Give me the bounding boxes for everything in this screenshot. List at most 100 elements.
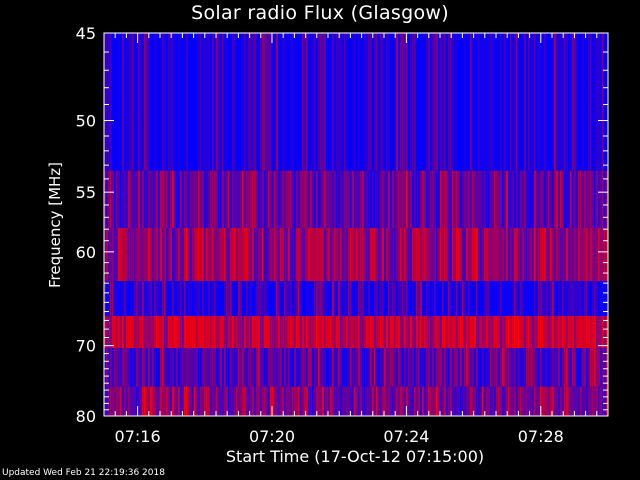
heatmap-cell: [564, 386, 566, 416]
heatmap-cell: [292, 316, 294, 349]
heatmap-cell: [576, 348, 578, 387]
heatmap-cell: [386, 281, 388, 317]
heatmap-cell: [334, 348, 336, 387]
heatmap-cell: [556, 316, 558, 349]
heatmap-cell: [320, 386, 322, 416]
heatmap-cell: [334, 281, 336, 317]
heatmap-cell: [542, 281, 544, 317]
heatmap-cell: [372, 170, 374, 229]
heatmap-cell: [594, 170, 596, 229]
heatmap-cell: [452, 228, 454, 282]
heatmap-cell: [596, 316, 598, 349]
heatmap-cell: [182, 33, 184, 171]
heatmap-cell: [302, 228, 304, 282]
heatmap-cell: [578, 228, 580, 282]
heatmap-cell: [104, 348, 106, 387]
heatmap-cell: [550, 281, 552, 317]
heatmap-cell: [250, 316, 252, 349]
heatmap-cell: [252, 316, 254, 349]
heatmap-cell: [376, 386, 378, 416]
heatmap-cell: [594, 386, 596, 416]
heatmap-cell: [506, 386, 508, 416]
heatmap-cell: [270, 316, 272, 349]
heatmap-cell: [436, 348, 438, 387]
heatmap-cell: [448, 281, 450, 317]
heatmap-cell: [520, 33, 522, 171]
heatmap-cell: [402, 348, 404, 387]
heatmap-cell: [284, 281, 286, 317]
heatmap-cell: [364, 386, 366, 416]
heatmap-cell: [352, 33, 354, 171]
heatmap-cell: [274, 33, 276, 171]
heatmap-cell: [536, 386, 538, 416]
heatmap-cell: [104, 316, 106, 349]
heatmap-cell: [494, 281, 496, 317]
heatmap-cell: [526, 170, 528, 229]
heatmap-cell: [218, 170, 220, 229]
heatmap-cell: [604, 281, 606, 317]
heatmap-cell: [138, 316, 140, 349]
heatmap-cell: [494, 316, 496, 349]
heatmap-cell: [522, 348, 524, 387]
heatmap-cell: [420, 316, 422, 349]
heatmap-cell: [146, 316, 148, 349]
heatmap-cell: [478, 281, 480, 317]
heatmap-cell: [400, 170, 402, 229]
heatmap-cell: [374, 386, 376, 416]
heatmap-cell: [114, 33, 116, 171]
heatmap-cell: [220, 170, 222, 229]
heatmap-cell: [398, 170, 400, 229]
heatmap-cell: [108, 348, 110, 387]
heatmap-cell: [152, 170, 154, 229]
heatmap-cell: [190, 316, 192, 349]
heatmap-cell: [590, 386, 592, 416]
heatmap-cell: [140, 170, 142, 229]
heatmap-cell: [498, 281, 500, 317]
heatmap-cell: [128, 281, 130, 317]
heatmap-cell: [472, 228, 474, 282]
heatmap-cell: [166, 316, 168, 349]
heatmap-cell: [202, 33, 204, 171]
heatmap-cell: [414, 316, 416, 349]
heatmap-cell: [192, 228, 194, 282]
heatmap-cell: [416, 170, 418, 229]
heatmap-cell: [378, 33, 380, 171]
heatmap-cell: [306, 33, 308, 171]
heatmap-cell: [558, 33, 560, 171]
heatmap-cell: [540, 386, 542, 416]
heatmap-cell: [580, 348, 582, 387]
heatmap-cell: [584, 348, 586, 387]
heatmap-cell: [174, 170, 176, 229]
heatmap-cell: [206, 316, 208, 349]
heatmap-cell: [594, 281, 596, 317]
heatmap-cell: [260, 170, 262, 229]
heatmap-cell: [106, 33, 108, 171]
heatmap-cell: [254, 281, 256, 317]
heatmap-cell: [258, 316, 260, 349]
heatmap-cell: [362, 170, 364, 229]
heatmap-cell: [460, 281, 462, 317]
heatmap-cell: [218, 348, 220, 387]
heatmap-cell: [274, 348, 276, 387]
heatmap-cell: [262, 348, 264, 387]
heatmap-cell: [176, 170, 178, 229]
heatmap-cell: [252, 33, 254, 171]
heatmap-cell: [538, 228, 540, 282]
heatmap-cell: [440, 170, 442, 229]
heatmap-cell: [348, 348, 350, 387]
heatmap-cell: [530, 281, 532, 317]
heatmap-cell: [242, 281, 244, 317]
heatmap-cell: [466, 386, 468, 416]
heatmap-cell: [498, 386, 500, 416]
heatmap-cell: [152, 348, 154, 387]
heatmap-cell: [296, 228, 298, 282]
heatmap-cell: [278, 281, 280, 317]
heatmap-cell: [508, 386, 510, 416]
heatmap-cell: [486, 316, 488, 349]
heatmap-cell: [530, 386, 532, 416]
heatmap-cell: [216, 386, 218, 416]
heatmap-cell: [588, 316, 590, 349]
heatmap-cell: [178, 386, 180, 416]
heatmap-cell: [226, 281, 228, 317]
heatmap-cell: [136, 170, 138, 229]
